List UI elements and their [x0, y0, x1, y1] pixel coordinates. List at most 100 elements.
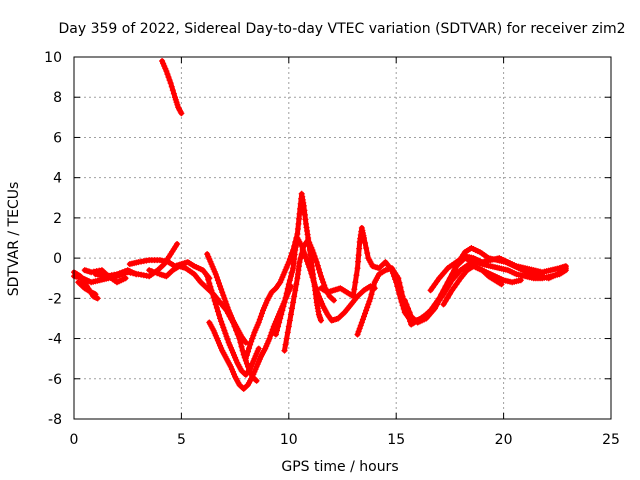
data-point — [354, 331, 361, 338]
data-point — [165, 74, 172, 81]
data-point — [362, 240, 369, 247]
data-point — [168, 83, 175, 90]
data-point — [320, 279, 327, 286]
data-point — [214, 308, 221, 315]
data-point — [364, 304, 371, 311]
y-tick-label: 4 — [53, 171, 62, 187]
data-point — [246, 345, 253, 352]
data-point — [221, 295, 228, 302]
data-point — [250, 332, 257, 339]
data-point — [498, 281, 505, 288]
data-point — [220, 292, 227, 299]
data-point — [282, 294, 289, 301]
data-point — [289, 305, 296, 312]
data-point — [355, 252, 362, 259]
data-point — [449, 287, 456, 294]
data-point — [290, 299, 297, 306]
y-tick-label: 0 — [53, 251, 62, 267]
data-point — [355, 258, 362, 265]
data-point — [297, 255, 304, 262]
tick-labels: 0 5 10 15 20 25 -8 -6 -4 -2 0 2 4 6 8 10 — [44, 50, 620, 448]
data-point — [258, 310, 265, 317]
data-point — [285, 323, 292, 330]
x-tick-label: 15 — [387, 432, 405, 448]
data-point — [206, 280, 213, 287]
data-point — [122, 275, 129, 282]
data-point — [219, 321, 226, 328]
data-point — [178, 110, 185, 117]
x-tick-label: 25 — [602, 432, 620, 448]
data-point — [266, 335, 273, 342]
data-point — [286, 277, 293, 284]
data-point — [272, 331, 279, 338]
data-point — [291, 293, 298, 300]
data-point — [275, 323, 282, 330]
data-point — [224, 336, 231, 343]
data-point — [119, 269, 126, 276]
data-point — [211, 297, 218, 304]
data-point — [249, 335, 256, 342]
data-point — [243, 352, 250, 359]
data-point — [358, 319, 365, 326]
data-point — [442, 297, 449, 304]
data-point — [356, 325, 363, 332]
data-point — [355, 328, 362, 335]
data-point — [357, 322, 364, 329]
data-point — [237, 339, 244, 346]
data-point — [218, 318, 225, 325]
data-point — [256, 316, 263, 323]
data-point — [242, 355, 249, 362]
data-point — [287, 311, 294, 318]
y-tick-label: -4 — [48, 332, 62, 348]
data-points — [71, 58, 569, 392]
data-point — [281, 299, 288, 306]
data-point — [446, 290, 453, 297]
x-tick-label: 10 — [280, 432, 298, 448]
data-point — [363, 245, 370, 252]
data-point — [167, 80, 174, 87]
data-point — [215, 311, 222, 318]
data-point — [353, 272, 360, 279]
data-point — [314, 290, 321, 297]
data-point — [248, 338, 255, 345]
data-point — [238, 343, 245, 350]
data-point — [223, 301, 230, 308]
data-point — [204, 273, 211, 280]
data-point — [92, 291, 99, 298]
data-point — [366, 298, 373, 305]
data-point — [398, 288, 405, 295]
x-axis-label: GPS time / hours — [281, 459, 398, 475]
data-point — [315, 266, 322, 273]
data-point — [217, 283, 224, 290]
data-point — [207, 283, 214, 290]
data-point — [296, 215, 303, 222]
data-point — [281, 347, 288, 354]
data-point — [284, 329, 291, 336]
data-point — [223, 333, 230, 340]
chart-title: Day 359 of 2022, Sidereal Day-to-day VTE… — [59, 21, 626, 37]
data-point — [287, 273, 294, 280]
data-point — [166, 77, 173, 84]
data-point — [308, 270, 315, 277]
data-point — [302, 255, 309, 262]
data-point — [212, 271, 219, 278]
data-point — [217, 315, 224, 322]
data-point — [295, 220, 302, 227]
data-point — [440, 301, 447, 308]
data-point — [284, 285, 291, 292]
data-point — [427, 287, 434, 294]
data-point — [446, 277, 453, 284]
data-point — [116, 270, 123, 277]
data-point — [255, 319, 262, 326]
data-point — [154, 270, 161, 277]
data-point — [222, 298, 229, 305]
y-tick-label: -6 — [48, 372, 62, 388]
data-point — [113, 271, 120, 278]
data-point — [311, 253, 318, 260]
data-point — [215, 280, 222, 287]
data-point — [405, 305, 412, 312]
data-point — [304, 258, 311, 265]
data-point — [297, 200, 304, 207]
data-point — [257, 313, 264, 320]
data-point — [242, 339, 249, 346]
